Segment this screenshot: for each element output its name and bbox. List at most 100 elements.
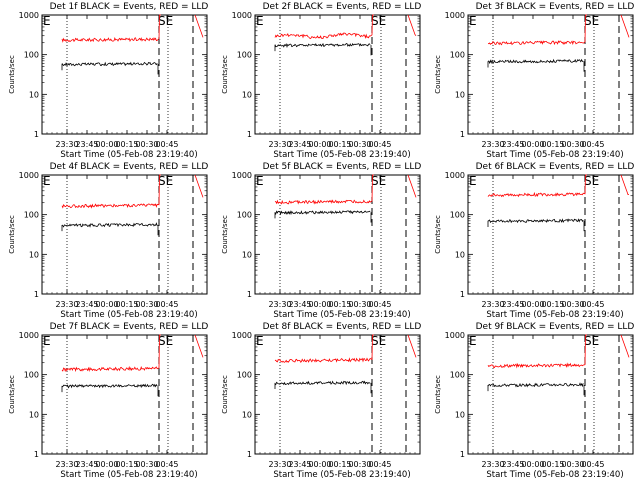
- plot-frame: [41, 14, 208, 135]
- marker-label-se: SE: [371, 174, 386, 188]
- y-axis-label: Counts/sec: [434, 375, 442, 414]
- x-tick-label: 00:15: [115, 460, 138, 469]
- series-events-line: [61, 383, 158, 389]
- plot-frame: [467, 14, 634, 135]
- x-tick-label: 23:30: [481, 140, 504, 149]
- y-tick-label: 10: [29, 90, 39, 99]
- y-tick-label: 100: [237, 51, 252, 60]
- series-lld-line: [61, 174, 161, 209]
- y-tick-label: 1: [247, 450, 252, 459]
- marker-label-se: SE: [584, 334, 599, 348]
- x-tick-label: 23:45: [501, 300, 524, 309]
- x-tick-label: 23:45: [75, 140, 98, 149]
- plot-frame: [467, 174, 634, 295]
- detector-chart-svg: Det 3f BLACK = Events, RED = LLD 1 10 100 10…: [434, 2, 635, 160]
- series-lld-tail: [194, 174, 204, 198]
- x-tick-label: 00:15: [115, 300, 138, 309]
- y-tick-label: 1000: [19, 331, 39, 340]
- x-tick-label: 00:15: [328, 140, 351, 149]
- detector-panel-9: Det 9f BLACK = Events, RED = LLD 1 10 100 10…: [426, 320, 639, 480]
- detector-panel-4: Det 4f BLACK = Events, RED = LLD 1 10 100 10…: [0, 160, 213, 320]
- x-tick-label: 00:15: [541, 140, 564, 149]
- y-tick-label: 10: [242, 250, 252, 259]
- detector-panel-5: Det 5f BLACK = Events, RED = LLD 1 10 100 10…: [213, 160, 426, 320]
- x-tick-label: 00:30: [561, 140, 584, 149]
- x-tick-label: 00:45: [581, 140, 604, 149]
- x-tick-label: 00:30: [348, 460, 371, 469]
- y-tick-label: 10: [242, 410, 252, 419]
- marker-label-se: SE: [371, 14, 386, 28]
- x-tick-label: 00:15: [541, 460, 564, 469]
- y-tick-label: 100: [24, 51, 39, 60]
- series-lld-tail: [407, 174, 417, 198]
- series-events-line: [487, 218, 584, 224]
- x-tick-label: 00:15: [541, 300, 564, 309]
- detector-panel-1: Det 1f BLACK = Events, RED = LLD 1 10 100 10…: [0, 0, 213, 160]
- x-tick-label: 23:30: [55, 140, 78, 149]
- marker-label-e: E: [43, 334, 51, 348]
- chart-title: Det 1f BLACK = Events, RED = LLD: [50, 2, 209, 12]
- x-tick-label: 23:45: [288, 140, 311, 149]
- series-lld-line: [487, 14, 587, 46]
- y-tick-label: 1: [34, 450, 39, 459]
- y-tick-label: 100: [450, 211, 465, 220]
- detector-panel-7: Det 7f BLACK = Events, RED = LLD 1 10 100 10…: [0, 320, 213, 480]
- series-events-line: [487, 58, 584, 65]
- x-tick-label: 00:00: [95, 300, 118, 309]
- x-tick-label: 23:45: [501, 140, 524, 149]
- marker-label-se: SE: [158, 174, 173, 188]
- detector-chart-svg: Det 1f BLACK = Events, RED = LLD 1 10 100 10…: [8, 2, 209, 160]
- series-lld-line: [274, 334, 374, 363]
- x-tick-label: 00:30: [348, 300, 371, 309]
- y-axis-label: Counts/sec: [221, 55, 229, 94]
- x-tick-label: 23:45: [288, 460, 311, 469]
- y-axis-label: Counts/sec: [221, 375, 229, 414]
- x-axis-label: Start Time (05-Feb-08 23:19:40): [273, 310, 410, 320]
- x-tick-label: 23:45: [501, 460, 524, 469]
- plot-frame: [41, 174, 208, 295]
- x-tick-label: 00:15: [328, 300, 351, 309]
- x-tick-label: 00:45: [581, 460, 604, 469]
- chart-title: Det 3f BLACK = Events, RED = LLD: [476, 2, 635, 12]
- series-lld-line: [61, 14, 161, 43]
- y-tick-label: 1: [34, 290, 39, 299]
- detector-panel-8: Det 8f BLACK = Events, RED = LLD 1 10 100 10…: [213, 320, 426, 480]
- x-tick-label: 00:00: [95, 460, 118, 469]
- detector-panel-2: Det 2f BLACK = Events, RED = LLD 1 10 100 10…: [213, 0, 426, 160]
- y-tick-label: 1: [247, 290, 252, 299]
- y-tick-label: 10: [455, 90, 465, 99]
- y-tick-label: 100: [24, 371, 39, 380]
- series-lld-tail: [620, 334, 630, 358]
- x-tick-label: 00:30: [135, 140, 158, 149]
- detector-chart-svg: Det 9f BLACK = Events, RED = LLD 1 10 100 10…: [434, 322, 634, 480]
- series-lld-tail: [194, 14, 204, 38]
- x-tick-label: 00:00: [95, 140, 118, 149]
- detector-panel-6: Det 6f BLACK = Events, RED = LLD 1 10 100 10…: [426, 160, 639, 320]
- x-tick-label: 00:15: [328, 460, 351, 469]
- series-events-line: [274, 42, 371, 48]
- x-axis-label: Start Time (05-Feb-08 23:19:40): [60, 150, 197, 160]
- plot-frame: [254, 334, 421, 455]
- x-tick-label: 00:30: [348, 140, 371, 149]
- y-tick-label: 10: [242, 90, 252, 99]
- plot-frame: [41, 334, 208, 455]
- y-axis-label: Counts/sec: [8, 215, 16, 254]
- marker-label-e: E: [256, 334, 264, 348]
- y-tick-label: 100: [24, 211, 39, 220]
- marker-label-se: SE: [584, 174, 599, 188]
- y-tick-label: 1000: [445, 11, 465, 20]
- marker-label-se: SE: [371, 334, 386, 348]
- x-tick-label: 00:30: [561, 300, 584, 309]
- x-tick-label: 00:00: [308, 460, 331, 469]
- detector-chart-svg: Det 6f BLACK = Events, RED = LLD 1 10 100 10…: [434, 162, 634, 320]
- detector-chart-svg: Det 4f BLACK = Events, RED = LLD 1 10 100 10…: [8, 162, 208, 320]
- x-tick-label: 00:45: [155, 460, 178, 469]
- x-tick-label: 00:15: [115, 140, 138, 149]
- x-tick-label: 00:00: [308, 300, 331, 309]
- marker-label-e: E: [469, 334, 477, 348]
- series-events-line: [61, 61, 158, 67]
- marker-label-e: E: [469, 174, 477, 188]
- y-tick-label: 1000: [445, 331, 465, 340]
- y-axis-label: Counts/sec: [434, 55, 442, 94]
